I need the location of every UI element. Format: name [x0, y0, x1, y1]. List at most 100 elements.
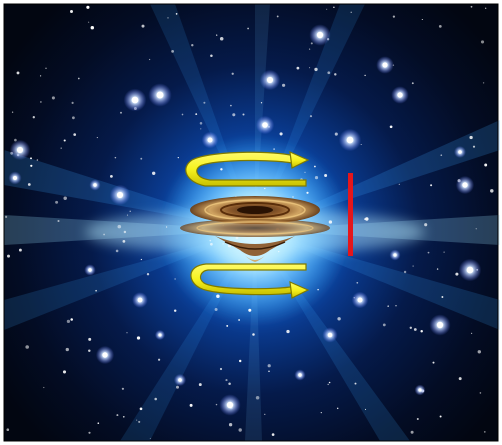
star-icon: [173, 309, 177, 312]
star-icon: [418, 388, 422, 392]
star-icon: [77, 77, 80, 80]
star-icon: [309, 115, 313, 118]
star-icon: [176, 385, 179, 389]
vortex-icon: [180, 196, 330, 262]
star-icon: [458, 377, 462, 381]
star-icon: [207, 137, 213, 143]
star-icon: [262, 122, 268, 128]
star-icon: [62, 370, 67, 374]
star-icon: [103, 233, 106, 236]
star-icon: [470, 332, 473, 335]
star-icon: [126, 332, 128, 334]
star-icon: [72, 116, 75, 120]
star-icon: [279, 132, 283, 136]
star-icon: [131, 96, 139, 104]
star-icon: [167, 17, 169, 19]
star-icon: [395, 305, 397, 307]
star-icon: [424, 223, 428, 227]
star-icon: [267, 364, 271, 368]
star-icon: [40, 101, 42, 103]
star-icon: [334, 132, 338, 136]
star-icon: [260, 102, 263, 104]
star-icon: [219, 36, 224, 41]
star-icon: [16, 71, 20, 75]
star-icon: [346, 136, 354, 144]
star-icon: [360, 143, 362, 146]
star-icon: [365, 217, 369, 221]
star-icon: [73, 133, 77, 136]
star-icon: [123, 230, 127, 234]
star-icon: [264, 413, 266, 416]
star-icon: [139, 407, 143, 411]
star-icon: [166, 226, 168, 228]
star-icon: [469, 135, 473, 140]
star-icon: [235, 236, 239, 240]
star-icon: [398, 183, 400, 186]
star-icon: [282, 83, 286, 87]
star-icon: [427, 251, 430, 254]
star-icon: [314, 176, 319, 180]
star-icon: [309, 67, 311, 69]
star-icon: [171, 50, 174, 53]
star-icon: [39, 75, 42, 77]
star-icon: [480, 40, 485, 44]
star-icon: [392, 15, 396, 18]
star-icon: [228, 382, 231, 385]
star-icon: [336, 407, 339, 410]
star-icon: [410, 430, 414, 434]
image-frame: [3, 3, 499, 442]
star-icon: [333, 6, 335, 9]
star-icon: [146, 272, 150, 276]
star-icon: [122, 240, 126, 243]
star-icon: [220, 168, 223, 171]
star-icon: [387, 305, 389, 307]
star-icon: [327, 383, 329, 386]
star-icon: [479, 392, 482, 394]
star-icon: [140, 157, 143, 160]
star-icon: [334, 73, 337, 76]
star-icon: [382, 62, 388, 68]
star-icon: [320, 411, 322, 414]
rotation-arrow-icon: [185, 151, 310, 187]
star-icon: [70, 10, 73, 13]
star-icon: [470, 5, 473, 8]
star-icon: [475, 228, 477, 230]
star-icon: [88, 268, 92, 272]
star-icon: [120, 111, 122, 114]
star-icon: [411, 82, 414, 85]
star-icon: [7, 254, 10, 258]
star-icon: [71, 101, 74, 104]
star-icon: [158, 333, 162, 337]
star-icon: [216, 294, 220, 299]
star-icon: [222, 243, 224, 245]
star-icon: [278, 250, 280, 253]
star-icon: [403, 270, 407, 274]
star-icon: [203, 101, 206, 104]
star-icon: [45, 67, 47, 69]
star-icon: [129, 210, 131, 212]
star-icon: [247, 27, 249, 30]
star-icon: [337, 317, 341, 321]
star-icon: [181, 113, 184, 116]
star-icon: [93, 183, 97, 187]
star-icon: [292, 196, 294, 198]
star-icon: [436, 268, 439, 270]
star-icon: [13, 176, 17, 180]
star-icon: [310, 42, 313, 45]
star-icon: [296, 66, 300, 70]
star-icon: [326, 8, 328, 10]
star-icon: [154, 397, 157, 401]
star-icon: [314, 67, 318, 72]
star-icon: [356, 281, 359, 284]
star-icon: [314, 165, 316, 168]
star-icon: [231, 72, 234, 75]
star-icon: [25, 345, 29, 349]
star-icon: [216, 34, 218, 36]
star-icon: [226, 401, 234, 409]
star-icon: [490, 189, 494, 193]
star-icon: [70, 318, 73, 321]
star-icon: [420, 329, 423, 333]
star-icon: [156, 91, 164, 99]
star-icon: [30, 157, 32, 160]
